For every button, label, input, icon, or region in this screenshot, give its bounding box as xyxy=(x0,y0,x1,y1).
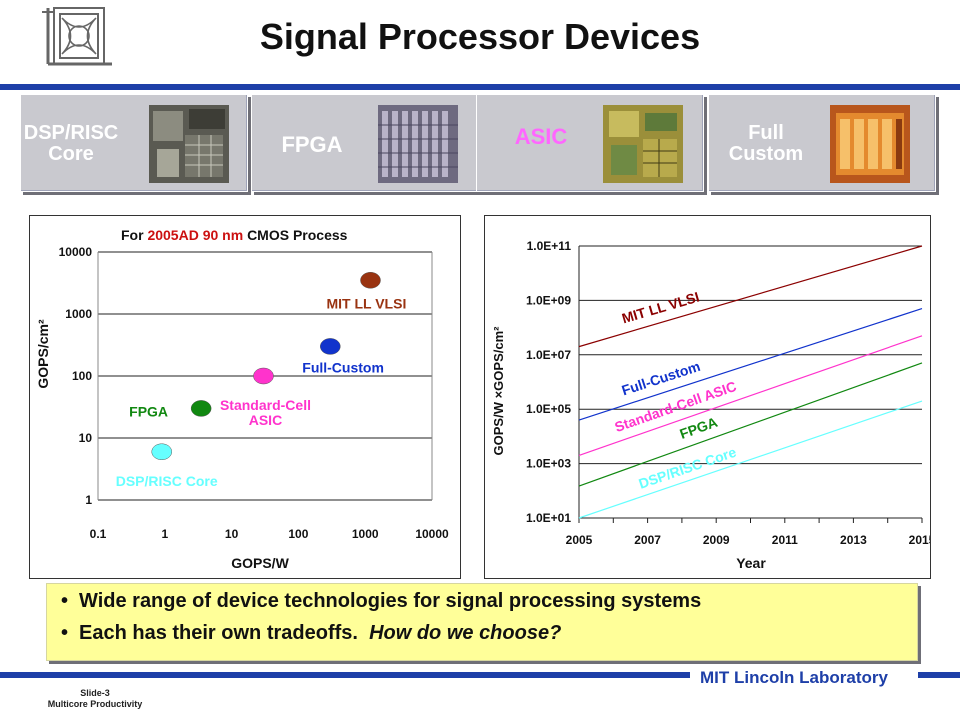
bullet-dot: • xyxy=(61,590,69,612)
card-dsp-risc-core: DSP/RISC Core xyxy=(20,94,248,192)
left-chart-y-tick: 10 xyxy=(79,431,93,445)
right-line-chart: 1.0E+01 1.0E+03 1.0E+05 1.0E+07 1.0E+09 1.0E+… xyxy=(491,239,936,571)
left-chart-y-tick: 10000 xyxy=(59,245,93,259)
slide-subtitle: Multicore Productivity xyxy=(47,699,143,709)
left-chart-panel: 1 10 100 1000 10000 0.1 1 10 100 1000 10000 DSP/RI… xyxy=(29,215,461,579)
card-dsp-label: DSP/RISC Core xyxy=(23,122,119,165)
left-chart-y-tick: 1000 xyxy=(65,307,92,321)
right-chart-y-tick: 1.0E+09 xyxy=(526,293,571,307)
right-chart-x-tick: 2011 xyxy=(772,533,798,547)
card-asic: ASIC xyxy=(476,94,704,192)
left-chart-point xyxy=(320,338,341,355)
right-chart-y-tick: 1.0E+05 xyxy=(526,402,571,416)
slide-number: Slide-3 xyxy=(80,688,110,698)
dsp-die-photo xyxy=(149,105,229,183)
right-chart-x-tick: 2007 xyxy=(634,533,661,547)
left-chart-point-label: Full-Custom xyxy=(302,359,384,375)
left-chart-x-tick: 1 xyxy=(161,527,168,541)
right-chart-series-line xyxy=(578,245,923,348)
footer-lab-name: MIT Lincoln Laboratory xyxy=(700,668,888,687)
left-scatter-chart: 1 10 100 1000 10000 0.1 1 10 100 1000 10000 DSP/RI… xyxy=(35,227,449,571)
left-chart-point-label: Standard-Cell ASIC xyxy=(220,397,311,428)
bullet-2: • Each has their own tradeoffs. How do we… xyxy=(61,622,562,644)
mit-ll-logo-icon xyxy=(42,7,112,66)
right-chart-y-tick: 1.0E+07 xyxy=(526,348,571,362)
card-full-custom: Full Custom xyxy=(708,94,936,192)
footer-rule-right xyxy=(918,672,960,678)
left-chart-point-label: FPGA xyxy=(129,403,168,419)
asic-die-photo xyxy=(603,105,683,183)
bullet-box: • Wide range of device technologies for s… xyxy=(46,583,918,661)
card-fpga: FPGA xyxy=(251,94,479,192)
left-chart-point xyxy=(151,443,172,461)
left-chart-title: For 2005AD 90 nm CMOS Process xyxy=(121,227,348,243)
left-chart-point xyxy=(360,272,381,289)
card-full-custom-label: Full Custom xyxy=(728,122,804,165)
card-fpga-label: FPGA xyxy=(281,132,343,157)
fpga-die-photo xyxy=(378,105,458,183)
right-chart-series-line xyxy=(578,400,923,519)
left-chart-point xyxy=(253,367,274,385)
left-chart-point-label: MIT LL VLSI xyxy=(326,295,406,311)
right-chart-series-line xyxy=(578,308,923,421)
right-chart-y-tick: 1.0E+03 xyxy=(526,457,571,471)
left-chart-x-tick: 1000 xyxy=(352,527,379,541)
left-chart-x-tick: 100 xyxy=(288,527,308,541)
right-chart-x-tick: 2009 xyxy=(703,533,730,547)
left-chart-point-label: DSP/RISC Core xyxy=(116,473,218,489)
right-chart-panel: 1.0E+01 1.0E+03 1.0E+05 1.0E+07 1.0E+09 1.0E+… xyxy=(484,215,936,579)
right-chart-ylabel: GOPS/W ×GOPS/cm² xyxy=(491,326,506,456)
right-chart-xlabel: Year xyxy=(736,555,766,571)
right-chart-y-tick: 1.0E+01 xyxy=(526,511,571,525)
left-chart-y-tick: 1 xyxy=(85,493,92,507)
right-chart-x-tick: 2015 xyxy=(909,533,930,547)
left-chart-x-tick: 10000 xyxy=(415,527,449,541)
right-chart-y-tick: 1.0E+11 xyxy=(527,239,572,253)
left-chart-y-tick: 100 xyxy=(72,369,92,383)
header-rule xyxy=(0,84,960,90)
bullet-1: • Wide range of device technologies for s… xyxy=(61,590,702,612)
full-custom-die-photo xyxy=(830,105,910,183)
bullet-dot: • xyxy=(61,622,69,644)
footer-rule-left xyxy=(0,672,690,678)
page-title: Signal Processor Devices xyxy=(259,16,701,57)
right-chart-series-line xyxy=(578,362,923,487)
right-chart-series-line xyxy=(578,335,923,456)
card-asic-label: ASIC xyxy=(514,124,568,149)
right-chart-x-tick: 2013 xyxy=(840,533,867,547)
left-chart-x-tick: 10 xyxy=(225,527,239,541)
right-chart-x-tick: 2005 xyxy=(566,533,593,547)
left-chart-ylabel: GOPS/cm² xyxy=(35,319,51,389)
left-chart-point xyxy=(190,400,212,417)
left-chart-xlabel: GOPS/W xyxy=(231,555,289,571)
left-chart-x-tick: 0.1 xyxy=(90,527,107,541)
